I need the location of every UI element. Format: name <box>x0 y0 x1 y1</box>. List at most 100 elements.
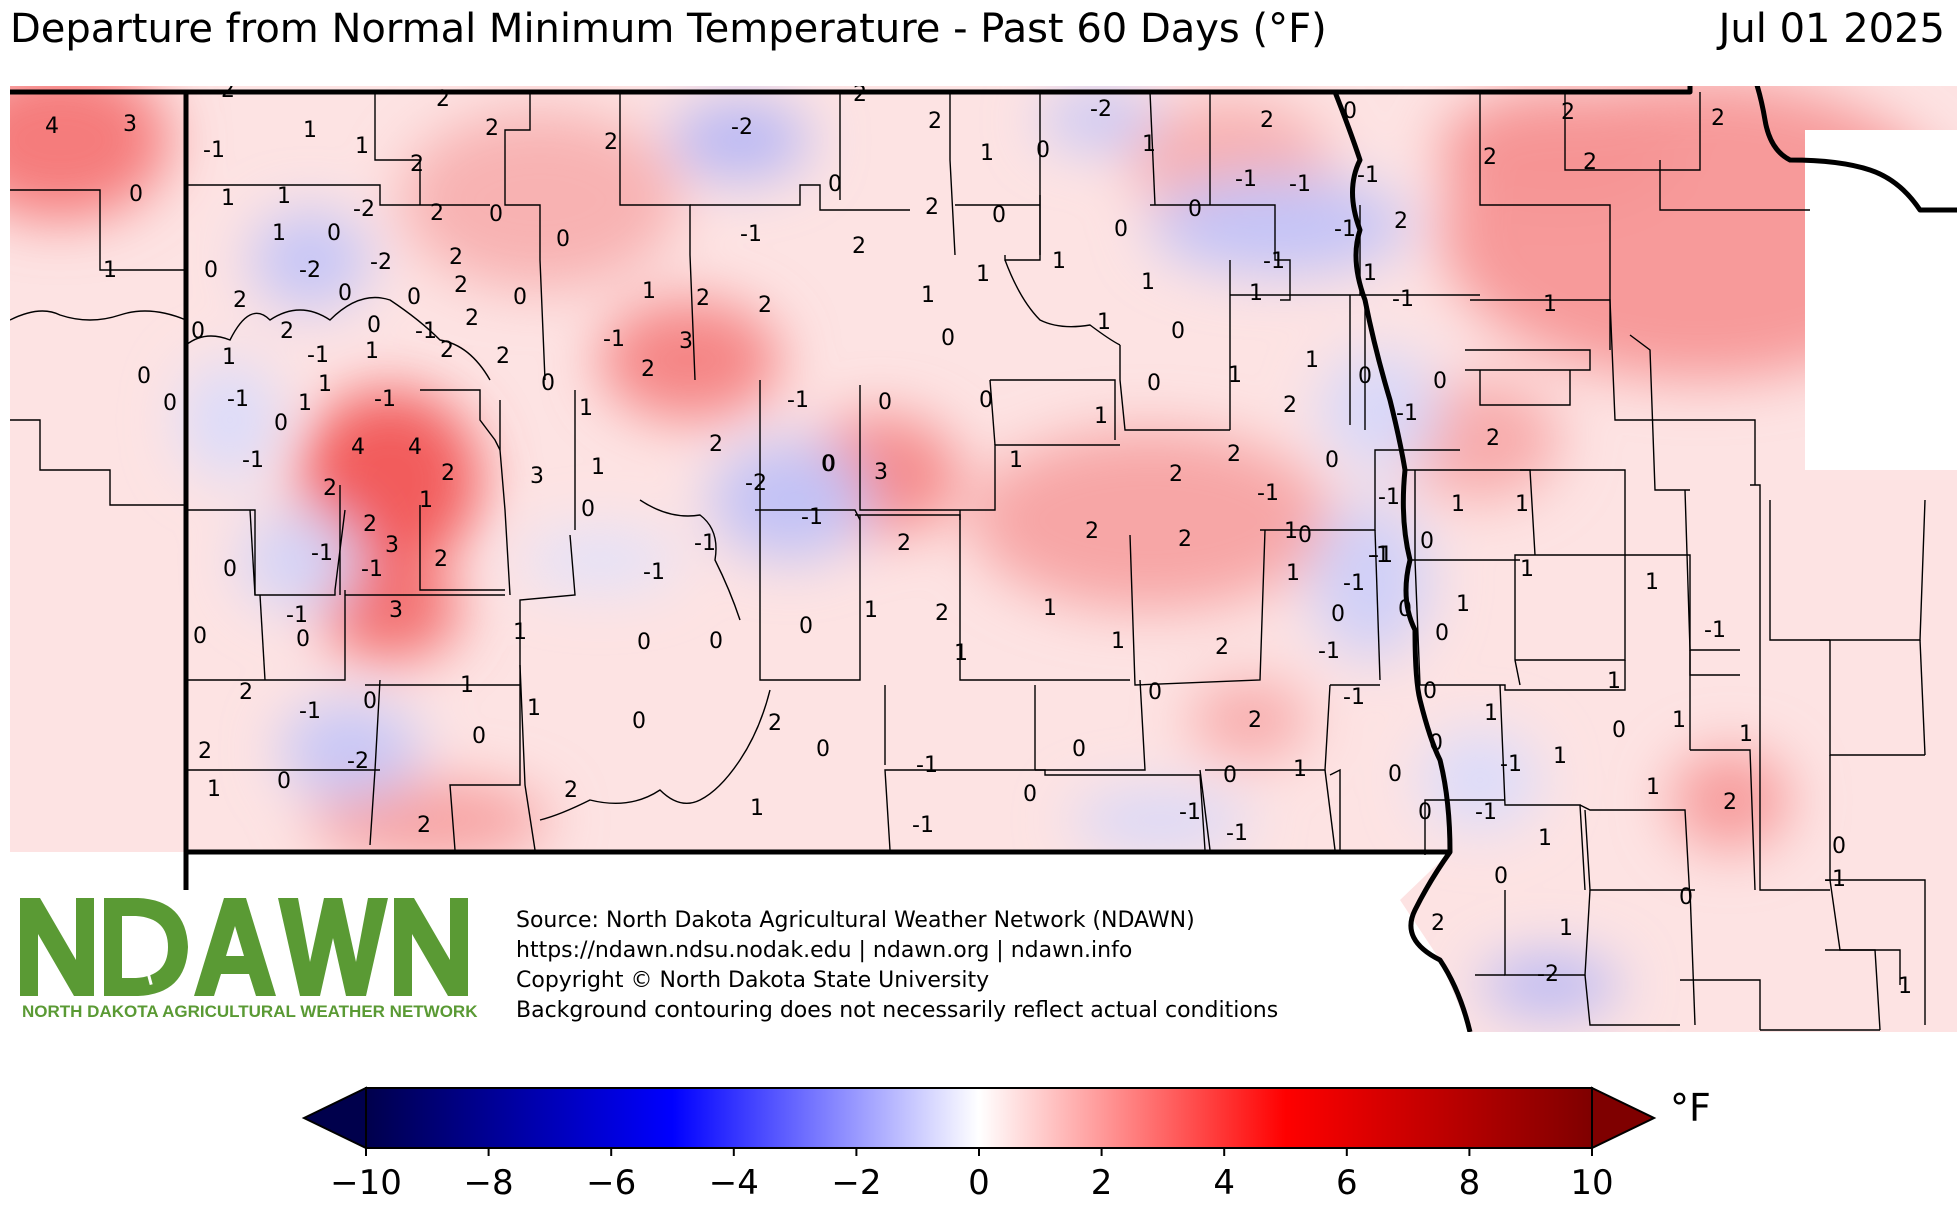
station-value: 1 <box>1286 561 1300 586</box>
station-value: -1 <box>1475 800 1497 825</box>
colorbar-tick-label: 2 <box>1091 1163 1113 1203</box>
station-value: 2 <box>417 813 431 838</box>
colorbar: −10 −8 −6 −4 −2 0 2 4 6 8 10 <box>301 1086 1657 1203</box>
station-value: 0 <box>821 452 835 477</box>
station-value: 2 <box>1711 106 1725 131</box>
station-value: 1 <box>1228 363 1242 388</box>
station-value: 1 <box>1739 722 1753 747</box>
station-value: 0 <box>137 364 151 389</box>
station-value: 1 <box>1543 292 1557 317</box>
station-value: -1 <box>603 327 625 352</box>
colorbar-tick-label: −8 <box>464 1163 514 1203</box>
station-value: -1 <box>415 319 437 344</box>
station-value: 0 <box>828 172 842 197</box>
station-value: 1 <box>980 141 994 166</box>
station-value: 1 <box>1009 448 1023 473</box>
colorbar-high-extend <box>1591 1086 1657 1150</box>
station-value: 3 <box>874 460 888 485</box>
station-value: -1 <box>1396 401 1418 426</box>
station-value: 0 <box>637 630 651 655</box>
station-value: 1 <box>1284 519 1298 544</box>
station-value: 1 <box>976 262 990 287</box>
station-value: 0 <box>992 203 1006 228</box>
station-value: 1 <box>303 118 317 143</box>
station-value: 2 <box>1483 145 1497 170</box>
station-value: 1 <box>579 396 593 421</box>
wheat-icon <box>130 920 161 985</box>
station-value: 1 <box>277 184 291 209</box>
logo-subtitle: NORTH DAKOTA AGRICULTURAL WEATHER NETWOR… <box>22 1002 478 1021</box>
station-value: -1 <box>787 388 809 413</box>
station-value: -1 <box>916 753 938 778</box>
station-value: 1 <box>921 283 935 308</box>
station-value: 2 <box>1583 150 1597 175</box>
colorbar-tick-label: 8 <box>1459 1163 1481 1203</box>
station-value: 0 <box>363 689 377 714</box>
station-value: 3 <box>389 598 403 623</box>
station-value: 1 <box>642 279 656 304</box>
station-value: 0 <box>1343 99 1357 124</box>
station-value: -2 <box>1537 962 1559 987</box>
colorbar-gradient <box>365 1087 1593 1149</box>
station-value: 2 <box>1260 108 1274 133</box>
colorbar-ticks: −10 −8 −6 −4 −2 0 2 4 6 8 10 <box>330 1148 1614 1203</box>
station-value: 2 <box>1248 708 1262 733</box>
station-value: 0 <box>1298 523 1312 548</box>
station-value: 2 <box>454 273 468 298</box>
station-value: 1 <box>864 598 878 623</box>
station-value: -1 <box>1257 481 1279 506</box>
station-value: 0 <box>1429 731 1443 756</box>
colorbar-tick-label: 0 <box>968 1163 990 1203</box>
colorbar-tick-label: −2 <box>831 1163 881 1203</box>
station-value: -1 <box>227 387 249 412</box>
station-value: 2 <box>1227 442 1241 467</box>
colorbar-unit: °F <box>1670 1086 1711 1130</box>
station-value: 2 <box>434 547 448 572</box>
station-value: 2 <box>1486 426 1500 451</box>
ndawn-logo <box>20 898 468 996</box>
station-value: -1 <box>374 387 396 412</box>
station-value: 2 <box>709 432 723 457</box>
logo-letters <box>20 898 468 996</box>
station-value: -1 <box>311 541 333 566</box>
station-value: 1 <box>1553 744 1567 769</box>
station-value: 2 <box>1723 790 1737 815</box>
station-value: 1 <box>591 455 605 480</box>
station-value: -1 <box>1343 685 1365 710</box>
station-value: 1 <box>1249 281 1263 306</box>
station-value: 1 <box>318 372 332 397</box>
station-value: -1 <box>1824 867 1846 892</box>
station-value: -1 <box>1368 543 1390 568</box>
station-value: 0 <box>193 624 207 649</box>
station-value: -1 <box>299 699 321 724</box>
station-value: 0 <box>1188 197 1202 222</box>
station-value: 1 <box>1141 270 1155 295</box>
station-value: 2 <box>496 344 510 369</box>
station-value: 0 <box>979 388 993 413</box>
station-value: 1 <box>1456 592 1470 617</box>
station-value: 0 <box>204 258 218 283</box>
colorbar-tick-label: −6 <box>586 1163 636 1203</box>
station-value: 2 <box>604 130 618 155</box>
station-value: 0 <box>878 390 892 415</box>
station-value: 1 <box>1520 557 1534 582</box>
station-value: 2 <box>198 739 212 764</box>
station-value: 1 <box>1898 974 1912 999</box>
station-value: 4 <box>408 435 422 460</box>
station-value: -1 <box>1378 485 1400 510</box>
station-value: -1 <box>1343 571 1365 596</box>
station-value: 3 <box>385 533 399 558</box>
station-value: 0 <box>1023 782 1037 807</box>
station-value: -2 <box>745 471 767 496</box>
station-value: 0 <box>163 391 177 416</box>
station-value: 2 <box>430 201 444 226</box>
station-value: 2 <box>1169 462 1183 487</box>
station-value: 2 <box>440 338 454 363</box>
station-value: -1 <box>1500 752 1522 777</box>
station-value: 1 <box>355 134 369 159</box>
station-value: 0 <box>472 724 486 749</box>
station-value: 2 <box>564 778 578 803</box>
station-value: 0 <box>1612 718 1626 743</box>
station-value: 0 <box>541 371 555 396</box>
